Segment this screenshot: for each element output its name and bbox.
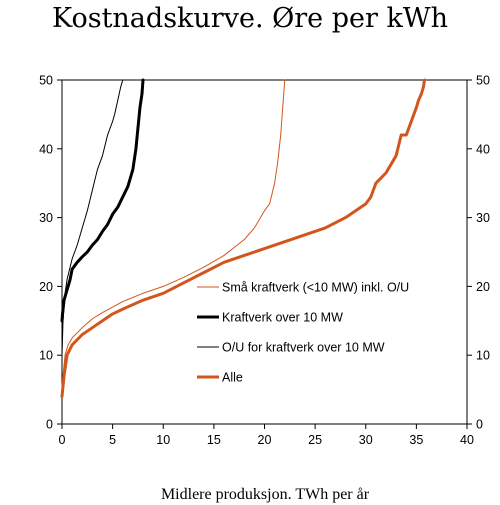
legend-label: O/U for kraftverk over 10 MW bbox=[222, 341, 385, 355]
x-tick-label: 30 bbox=[359, 433, 373, 447]
series-line-alle bbox=[60, 78, 426, 398]
x-tick-label: 10 bbox=[156, 433, 170, 447]
y-tick-label-right: 40 bbox=[476, 142, 490, 156]
legend-label: Alle bbox=[222, 371, 243, 385]
y-tick-label-left: 20 bbox=[39, 280, 53, 294]
x-tick-label: 0 bbox=[59, 433, 66, 447]
y-axis-right: 0 10 20 30 40 50 bbox=[467, 74, 490, 432]
x-axis-label: Midlere produksjon. TWh per år bbox=[161, 486, 370, 503]
x-tick-label: 35 bbox=[409, 433, 423, 447]
legend: Små kraftverk (<10 MW) inkl. O/U Kraftver… bbox=[197, 281, 409, 385]
series-line-sm-kraftverk-10-mw-inkl-o-u bbox=[61, 79, 286, 391]
y-tick-label-right: 0 bbox=[476, 418, 483, 432]
x-tick-label: 15 bbox=[207, 433, 221, 447]
x-tick-label: 25 bbox=[308, 433, 322, 447]
y-tick-label-right: 20 bbox=[476, 280, 490, 294]
y-tick-label-right: 10 bbox=[476, 349, 490, 363]
legend-label: Små kraftverk (<10 MW) inkl. O/U bbox=[222, 281, 409, 295]
y-tick-label-left: 50 bbox=[39, 74, 53, 88]
y-tick-label-left: 30 bbox=[39, 211, 53, 225]
chart-title: Kostnadskurve. Øre per kWh bbox=[52, 3, 448, 34]
series-group bbox=[60, 78, 426, 398]
y-tick-label-left: 40 bbox=[39, 142, 53, 156]
x-tick-label: 20 bbox=[258, 433, 272, 447]
legend-label: Kraftverk over 10 MW bbox=[222, 311, 343, 325]
x-tick-label: 40 bbox=[460, 433, 474, 447]
y-axis-left: 0 10 20 30 40 50 bbox=[39, 74, 62, 432]
y-tick-label-left: 10 bbox=[39, 349, 53, 363]
series-line-kraftverk-over-10-mw bbox=[60, 78, 145, 323]
y-tick-label-right: 50 bbox=[476, 74, 490, 88]
series-line-o-u-for-kraftverk-over-10-mw bbox=[61, 79, 124, 356]
x-axis: 0 5 10 15 20 25 30 35 40 bbox=[59, 424, 474, 447]
x-tick-label: 5 bbox=[109, 433, 116, 447]
y-tick-label-left: 0 bbox=[46, 418, 53, 432]
y-tick-label-right: 30 bbox=[476, 211, 490, 225]
